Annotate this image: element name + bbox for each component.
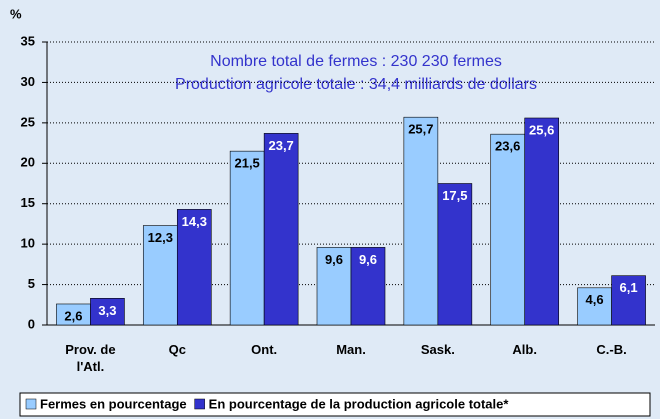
y-tick-label: 5 — [28, 276, 35, 291]
y-axis-label: % — [10, 6, 22, 21]
legend-swatch — [25, 398, 37, 410]
value-label: 12,3 — [148, 230, 173, 245]
x-tick-label: Prov. de l'Atl. — [65, 342, 116, 374]
x-tick-label: Man. — [336, 342, 366, 357]
y-tick-label: 0 — [28, 316, 35, 331]
value-label: 6,1 — [620, 280, 638, 295]
bar — [229, 150, 265, 326]
value-label: 4,6 — [586, 292, 604, 307]
value-label: 9,6 — [359, 252, 377, 267]
y-tick-label: 30 — [21, 74, 35, 89]
x-tick-label: Ont. — [251, 342, 278, 357]
bar — [176, 209, 212, 326]
y-tick-label: 20 — [21, 155, 35, 170]
value-label: 14,3 — [182, 214, 207, 229]
bar — [403, 116, 439, 326]
bar — [350, 247, 386, 326]
bar — [142, 225, 178, 326]
value-label: 9,6 — [325, 252, 343, 267]
x-tick-label: Alb. — [512, 342, 537, 357]
bar — [524, 117, 560, 326]
value-label: 25,6 — [529, 122, 554, 137]
x-tick-label: Qc — [168, 342, 186, 357]
bar — [577, 287, 612, 326]
value-label: 25,7 — [408, 122, 433, 137]
bar — [263, 133, 299, 326]
value-label: 2,6 — [64, 308, 82, 323]
x-tick-label: C.-B. — [596, 342, 627, 357]
y-tick-label: 10 — [21, 236, 35, 251]
bar — [437, 183, 473, 326]
legend-swatch — [194, 398, 205, 410]
y-tick-label: 15 — [21, 195, 35, 210]
bar — [611, 275, 646, 326]
value-label: 17,5 — [442, 188, 467, 203]
value-label: 23,6 — [495, 139, 520, 154]
annotation: Production agricole totale : 34,4 millia… — [175, 76, 537, 93]
legend-label: Fermes en pourcentage — [40, 396, 187, 411]
x-tick-label: Sask. — [420, 342, 455, 357]
value-label: 23,7 — [268, 138, 293, 153]
legend-label: En pourcentage de la production agricole… — [209, 396, 510, 411]
y-tick-label: 35 — [21, 33, 35, 48]
y-tick-label: 25 — [21, 114, 35, 129]
value-label: 3,3 — [98, 303, 116, 318]
bar — [490, 133, 526, 326]
bar — [316, 247, 352, 326]
annotation: Nombre total de fermes : 230 230 fermes — [210, 53, 502, 70]
legend-box — [19, 392, 651, 417]
bar — [90, 298, 125, 326]
value-label: 21,5 — [234, 156, 259, 171]
